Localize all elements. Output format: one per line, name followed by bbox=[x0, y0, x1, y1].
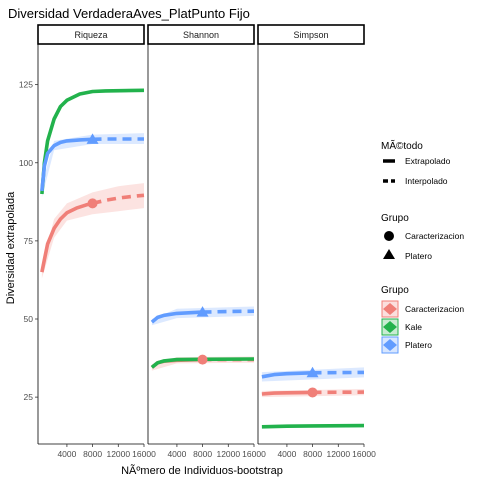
line-interpolado-platero bbox=[150, 310, 203, 324]
chart-title: Diversidad VerdaderaAves_PlatPunto Fijo bbox=[8, 6, 250, 21]
x-tick-label: 12000 bbox=[326, 449, 350, 459]
legend-color-diamond bbox=[383, 339, 397, 351]
legend-grupo-shape-item: Caracterizacion bbox=[405, 231, 464, 241]
legend-grupo-shape-item: Platero bbox=[405, 251, 432, 261]
x-tick-label: 8000 bbox=[83, 449, 102, 459]
line-interpolado-kale bbox=[261, 423, 365, 429]
legend-metodo-item: Extrapolado bbox=[405, 156, 451, 166]
line-interpolado-caracterizacion bbox=[40, 201, 93, 273]
line-extrapolado-caracterizacion bbox=[92, 193, 145, 206]
strip-shannon bbox=[147, 24, 255, 45]
x-tick-label: 4000 bbox=[167, 449, 186, 459]
line-interpolado-caracterizacion bbox=[261, 390, 313, 396]
y-tick-label: 50 bbox=[24, 314, 34, 324]
strip-simpson bbox=[257, 24, 365, 45]
band-platero bbox=[41, 133, 144, 198]
legend-metodo-item: Interpolado bbox=[405, 176, 448, 186]
x-tick-label: 16000 bbox=[352, 449, 376, 459]
point-caracterizacion bbox=[197, 354, 208, 365]
line-interpolado-kale bbox=[150, 357, 255, 369]
x-axis-label: NÃºmero de Individuos-bootstrap bbox=[121, 464, 283, 477]
line-interpolado-platero bbox=[40, 137, 93, 192]
x-tick-label: 4000 bbox=[57, 449, 76, 459]
x-tick-label: 12000 bbox=[216, 449, 240, 459]
point-platero bbox=[196, 306, 209, 317]
strip-label: Riqueza bbox=[74, 30, 107, 40]
legend-grupo-color-item: Platero bbox=[405, 340, 432, 350]
x-tick-label: 12000 bbox=[106, 449, 130, 459]
x-tick-label: 8000 bbox=[193, 449, 212, 459]
legend-grupo-color-title: Grupo bbox=[381, 285, 409, 296]
panel-shannon: Shannon 4000 8000 12000 16000 bbox=[147, 24, 266, 459]
legend-circle-key bbox=[384, 231, 394, 241]
strip-label: Simpson bbox=[293, 30, 328, 40]
y-axis-label: Diversidad extrapolada bbox=[5, 191, 17, 304]
legend-triangle-key bbox=[383, 249, 395, 259]
line-interpolado-kale bbox=[40, 88, 145, 195]
line-interpolado-platero bbox=[261, 371, 313, 379]
point-caracterizacion bbox=[87, 198, 98, 209]
legend-color-diamond bbox=[383, 303, 397, 315]
legend-grupo-color-item: Kale bbox=[405, 322, 422, 332]
y-tick-label: 100 bbox=[19, 158, 33, 168]
point-caracterizacion bbox=[307, 387, 318, 398]
y-tick-label: 75 bbox=[24, 236, 34, 246]
x-tick-label: 8000 bbox=[303, 449, 322, 459]
legend: MÃ©todo Extrapolado Interpolado Grupo Caract… bbox=[381, 139, 464, 354]
line-extrapolado-platero bbox=[202, 309, 255, 314]
strip-riqueza bbox=[37, 24, 145, 45]
strip-label: Shannon bbox=[183, 30, 219, 40]
y-tick-label: 25 bbox=[24, 392, 34, 402]
legend-metodo-title: MÃ©todo bbox=[381, 139, 423, 152]
y-tick-label: 125 bbox=[19, 80, 33, 90]
legend-grupo-color-item: Caracterizacion bbox=[405, 304, 464, 314]
point-platero bbox=[306, 366, 319, 378]
legend-grupo-shape-title: Grupo bbox=[381, 213, 409, 224]
panel-riqueza: Riqueza 4000 8000 12000 16000 25 50 75 100 125 bbox=[19, 24, 156, 459]
x-tick-label: 4000 bbox=[277, 449, 296, 459]
x-tick-label: 16000 bbox=[132, 449, 156, 459]
legend-color-diamond bbox=[383, 321, 397, 333]
panel-simpson: Simpson 4000 8000 12000 16000 bbox=[257, 24, 376, 459]
point-platero bbox=[86, 133, 99, 144]
band-caracterizacion bbox=[41, 183, 144, 279]
x-tick-label: 16000 bbox=[242, 449, 266, 459]
